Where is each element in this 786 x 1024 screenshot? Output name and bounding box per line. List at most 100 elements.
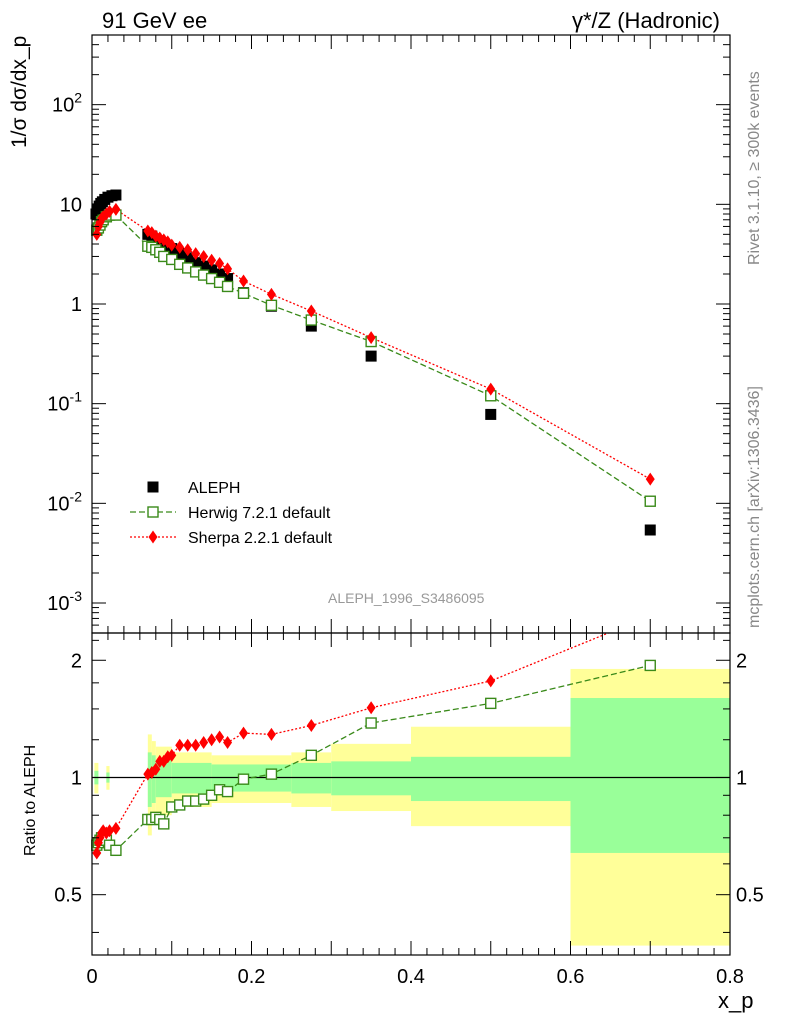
band-inner [411, 756, 571, 802]
data-point-sherpa [306, 718, 316, 732]
x-tick-label: 0.6 [557, 966, 585, 988]
uncertainty-bands [94, 668, 730, 946]
data-point-sherpa [111, 202, 121, 216]
data-point-sherpa [366, 331, 376, 345]
y-tick-label: 10 [60, 194, 82, 216]
data-point-sherpa [266, 287, 276, 301]
data-point-herwig [644, 495, 656, 507]
data-point-aleph [198, 260, 210, 272]
data-points [90, 189, 656, 860]
x-tick-label: 0.2 [238, 966, 266, 988]
x-tick-label: 0.4 [397, 966, 425, 988]
y-tick-label: 1 [71, 294, 82, 316]
y-tick-label-right: 0.5 [736, 885, 764, 907]
data-point-sherpa [306, 304, 316, 318]
data-point-sherpa [105, 204, 115, 218]
data-point-aleph [222, 273, 234, 285]
data-point-aleph [190, 257, 202, 269]
data-point-herwig [147, 506, 159, 518]
data-point-aleph [214, 268, 226, 280]
band-inner [171, 762, 212, 794]
data-point-aleph [206, 264, 218, 276]
data-point-sherpa [105, 824, 115, 838]
data-point-herwig [221, 785, 234, 798]
data-point-herwig [485, 697, 497, 710]
data-point-sherpa [191, 738, 201, 752]
data-point-herwig [305, 749, 318, 762]
data-point-sherpa [207, 733, 217, 747]
band-inner [151, 755, 156, 803]
y-tick-label: 10-2 [47, 488, 82, 515]
data-point-sherpa [223, 262, 233, 276]
data-point-sherpa [191, 247, 201, 261]
y-axis-label-ratio: Ratio to ALEPH [22, 744, 39, 856]
data-point-herwig [110, 844, 122, 857]
data-point-herwig [237, 287, 250, 300]
data-point-sherpa [645, 472, 655, 486]
data-point-sherpa [215, 730, 225, 744]
data-point-sherpa [151, 762, 161, 776]
header-left: 91 GeV ee [102, 8, 208, 33]
data-point-herwig [265, 299, 278, 312]
band-inner [291, 762, 332, 794]
band-inner [147, 752, 152, 807]
data-point-sherpa [148, 530, 158, 544]
y-tick-label: 10-3 [47, 588, 82, 615]
data-point-sherpa [183, 738, 193, 752]
data-point-sherpa [111, 821, 121, 835]
data-point-sherpa [266, 727, 276, 741]
data-point-aleph [644, 524, 656, 536]
x-tick-label: 0.8 [716, 966, 744, 988]
y-tick-label-right: 2 [736, 650, 747, 672]
data-point-sherpa [175, 738, 185, 752]
data-point-sherpa [167, 748, 177, 762]
y-tick-label: 1 [71, 767, 82, 789]
axis-ticks: 0 0.2 0.4 0.6 0.8 10-3 10-2 10-1 1 10 102 0.5 0.5 1 1 2… [47, 34, 764, 988]
legend-label: Herwig 7.2.1 default [188, 505, 331, 522]
legend-label: ALEPH [188, 480, 240, 497]
data-point-sherpa [183, 243, 193, 257]
analysis-label: ALEPH_1996_S3486095 [328, 590, 485, 606]
data-point-sherpa [239, 274, 249, 288]
legend-label: Sherpa 2.2.1 default [188, 530, 333, 547]
mcplots-label: mcplots.cern.ch [arXiv:1306.3436] [746, 386, 763, 628]
data-point-sherpa [215, 256, 225, 270]
y-axis-label-main: 1/σ dσ/dx_p [8, 35, 31, 148]
x-axis-label: x_p [718, 988, 754, 1013]
data-point-sherpa [207, 253, 217, 267]
data-point-sherpa [175, 240, 185, 254]
data-point-aleph [365, 350, 377, 362]
data-point-aleph [485, 408, 497, 420]
y-tick-label: 102 [52, 90, 82, 117]
data-point-aleph [147, 481, 159, 493]
data-point-sherpa [199, 735, 209, 749]
data-point-sherpa [486, 382, 496, 396]
data-point-herwig [265, 768, 278, 780]
band-inner [331, 761, 411, 796]
y-tick-label-right: 1 [736, 767, 747, 789]
y-tick-label: 2 [71, 650, 82, 672]
data-point-aleph [305, 320, 317, 332]
data-point-herwig [221, 280, 234, 293]
data-point-sherpa [239, 726, 249, 740]
data-point-herwig [365, 717, 377, 729]
data-point-sherpa [167, 238, 177, 252]
data-point-herwig [237, 773, 250, 785]
header-right: γ*/Z (Hadronic) [572, 8, 720, 33]
x-tick-label: 0 [86, 966, 97, 988]
data-point-sherpa [486, 674, 496, 688]
data-point-sherpa [199, 249, 209, 263]
data-point-herwig [644, 659, 656, 672]
data-point-sherpa [223, 735, 233, 749]
data-point-herwig [158, 818, 170, 830]
y-tick-label: 10-1 [47, 389, 82, 416]
data-point-aleph [110, 189, 122, 201]
data-point-sherpa [92, 846, 102, 860]
data-point-sherpa [366, 701, 376, 715]
band-inner [570, 698, 730, 853]
rivet-version-label: Rivet 3.1.10, ≥ 300k events [746, 71, 763, 265]
y-tick-label: 0.5 [54, 885, 82, 907]
legend: ALEPH Herwig 7.2.1 default Sherpa 2.2.1 de… [130, 480, 333, 547]
data-point-aleph [182, 252, 194, 264]
